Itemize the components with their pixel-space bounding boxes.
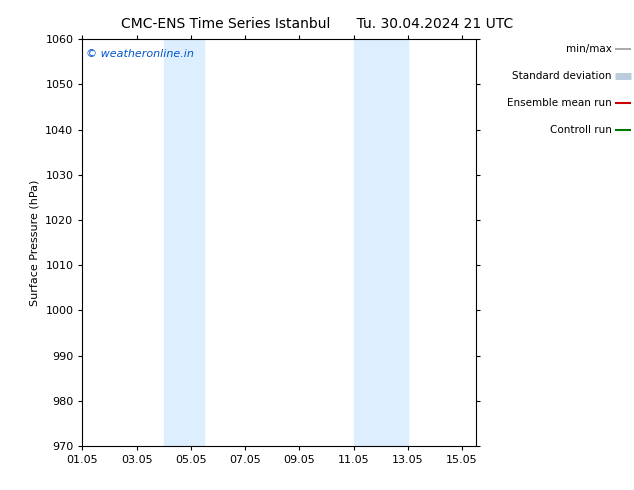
Text: Controll run: Controll run	[550, 125, 612, 135]
Y-axis label: Surface Pressure (hPa): Surface Pressure (hPa)	[30, 179, 40, 306]
Text: min/max: min/max	[566, 44, 612, 54]
Bar	[164, 39, 204, 446]
Text: CMC-ENS Time Series Istanbul      Tu. 30.04.2024 21 UTC: CMC-ENS Time Series Istanbul Tu. 30.04.2…	[121, 17, 513, 31]
Bar	[354, 39, 408, 446]
Text: Ensemble mean run: Ensemble mean run	[507, 98, 612, 108]
Text: © weatheronline.in: © weatheronline.in	[86, 49, 194, 59]
Text: Standard deviation: Standard deviation	[512, 71, 612, 81]
